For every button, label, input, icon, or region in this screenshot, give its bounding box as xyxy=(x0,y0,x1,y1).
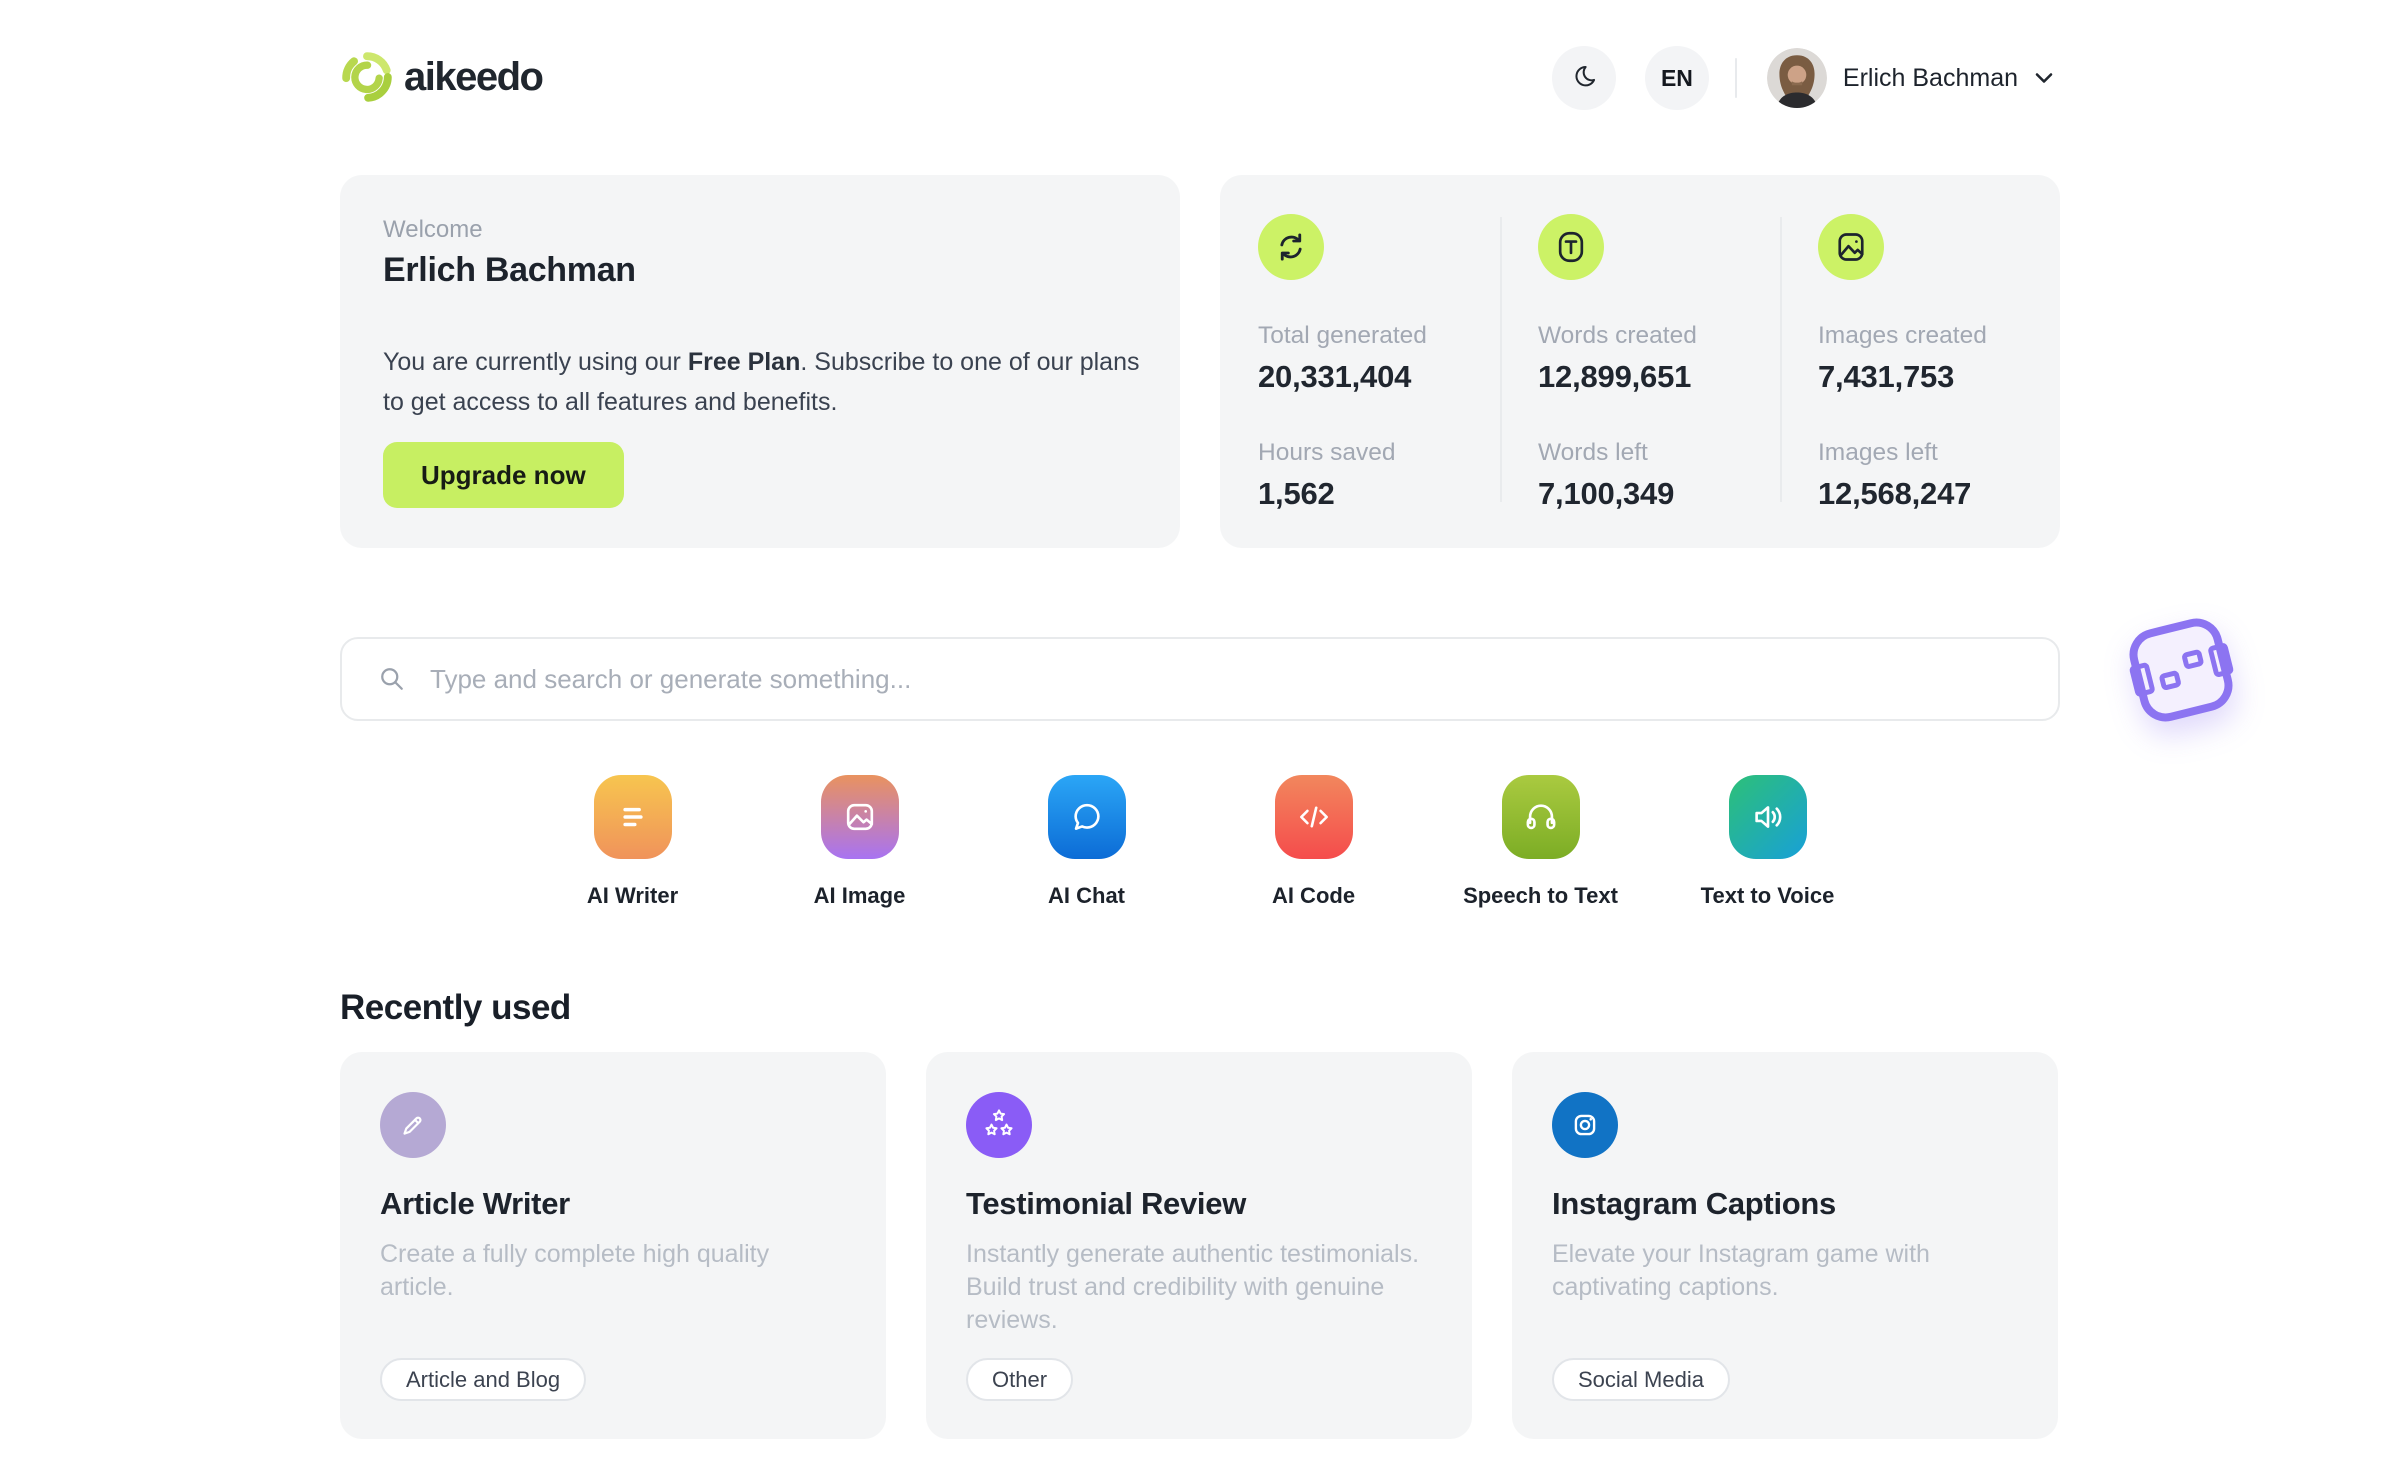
writer-lines-icon xyxy=(593,775,672,859)
stat-total-generated: Total generated 20,331,404 Hours saved 1… xyxy=(1258,214,1427,512)
tool-ai-chat[interactable]: AI Chat xyxy=(973,775,1200,909)
welcome-card: Welcome Erlich Bachman You are currently… xyxy=(340,175,1180,548)
search-input[interactable] xyxy=(428,638,2058,720)
tools-row: AI Writer AI Image AI Chat AI Co xyxy=(340,775,2060,909)
card-description: Create a fully complete high quality art… xyxy=(380,1240,770,1301)
avatar-image xyxy=(1766,48,1827,108)
card-title: Instagram Captions xyxy=(1552,1186,1836,1221)
recent-card-testimonial-review[interactable]: Testimonial Review Instantly generate au… xyxy=(926,1052,1472,1439)
header-divider xyxy=(1734,58,1737,98)
search-icon xyxy=(381,668,403,690)
moon-icon xyxy=(1575,66,1595,87)
stat-label: Total generated xyxy=(1258,322,1427,349)
avatar[interactable] xyxy=(1766,48,1827,108)
recently-used-heading: Recently used xyxy=(340,988,571,1027)
language-button[interactable]: EN xyxy=(1644,46,1709,110)
tool-label: AI Image xyxy=(813,883,906,908)
stat-label: Words left xyxy=(1538,439,1648,466)
code-icon xyxy=(1274,775,1353,859)
stat-value: 1,562 xyxy=(1258,476,1335,511)
upgrade-button[interactable]: Upgrade now xyxy=(383,442,624,508)
recent-card-instagram-captions[interactable]: Instagram Captions Elevate your Instagra… xyxy=(1512,1052,2058,1439)
aikeedo-logo-icon xyxy=(342,52,392,102)
stat-label: Words created xyxy=(1538,322,1697,349)
image-icon xyxy=(820,775,899,859)
theme-toggle-button[interactable] xyxy=(1551,46,1616,110)
plan-description: You are currently using our Free Plan. S… xyxy=(383,342,1143,422)
stat-label: Images left xyxy=(1818,439,1938,466)
card-title: Article Writer xyxy=(380,1186,570,1221)
recent-card-article-writer[interactable]: Article Writer Create a fully complete h… xyxy=(340,1052,886,1439)
tool-ai-code[interactable]: AI Code xyxy=(1200,775,1427,909)
plan-name: Free Plan xyxy=(687,348,801,376)
card-description: Instantly generate authentic testimonial… xyxy=(966,1240,1420,1334)
tool-ai-writer[interactable]: AI Writer xyxy=(519,775,746,909)
card-category-tag: Social Media xyxy=(1552,1358,1730,1401)
tool-speech-to-text[interactable]: Speech to Text xyxy=(1427,775,1654,909)
brand-logo[interactable]: aikeedo xyxy=(340,50,544,104)
card-title: Testimonial Review xyxy=(966,1186,1247,1221)
image-icon xyxy=(1818,214,1884,280)
search-bar xyxy=(340,637,2060,721)
card-description: Elevate your Instagram game with captiva… xyxy=(1552,1240,1930,1301)
stat-images: Images created 7,431,753 Images left 12,… xyxy=(1818,214,1987,512)
stat-value: 7,431,753 xyxy=(1818,359,1955,394)
refresh-icon xyxy=(1258,214,1324,280)
plan-text-pre: You are currently using our xyxy=(383,348,688,376)
tool-ai-image[interactable]: AI Image xyxy=(746,775,973,909)
card-category-tag: Other xyxy=(966,1358,1074,1401)
brand-name: aikeedo xyxy=(404,54,544,99)
pencil-icon xyxy=(380,1092,446,1158)
stats-divider xyxy=(1780,217,1782,502)
card-category-tag: Article and Blog xyxy=(380,1358,587,1401)
dashboard-grid-icon xyxy=(2128,642,2234,698)
welcome-user-name: Erlich Bachman xyxy=(383,251,636,289)
user-name[interactable]: Erlich Bachman xyxy=(1842,63,2018,92)
tool-label: AI Code xyxy=(1271,883,1356,908)
welcome-label: Welcome xyxy=(383,216,483,243)
tool-label: Text to Voice xyxy=(1700,883,1835,908)
text-icon xyxy=(1538,214,1604,280)
stats-divider xyxy=(1500,217,1502,502)
apps-widget-button[interactable] xyxy=(2124,613,2238,727)
stat-value: 12,568,247 xyxy=(1818,476,1972,511)
stat-value: 20,331,404 xyxy=(1258,359,1412,394)
speaker-icon xyxy=(1728,775,1807,859)
stat-label: Images created xyxy=(1818,322,1987,349)
plan-text-post: . Subscribe to one of our plans to get a… xyxy=(383,348,1140,416)
tool-text-to-voice[interactable]: Text to Voice xyxy=(1654,775,1881,909)
stat-value: 12,899,651 xyxy=(1538,359,1692,394)
stat-label: Hours saved xyxy=(1258,439,1396,466)
stat-words: Words created 12,899,651 Words left 7,10… xyxy=(1538,214,1697,512)
tool-label: Speech to Text xyxy=(1463,883,1618,908)
tool-label: AI Writer xyxy=(586,883,679,908)
usage-stats-card: Total generated 20,331,404 Hours saved 1… xyxy=(1220,175,2060,548)
chat-bubble-icon xyxy=(1047,775,1126,859)
instagram-icon xyxy=(1552,1092,1618,1158)
header-actions: EN Erlich Bachman xyxy=(1551,46,2056,110)
headphones-icon xyxy=(1501,775,1580,859)
tool-label: AI Chat xyxy=(1048,883,1125,908)
stars-icon xyxy=(966,1092,1032,1158)
stat-value: 7,100,349 xyxy=(1538,476,1675,511)
chevron-down-icon[interactable] xyxy=(2032,66,2056,90)
